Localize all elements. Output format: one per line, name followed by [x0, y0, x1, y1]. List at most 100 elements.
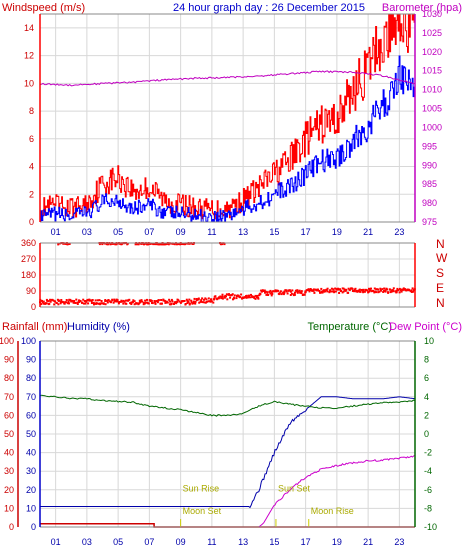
top-x-tick-label: 17	[301, 227, 311, 237]
wind-direction-point	[190, 301, 193, 304]
wind-direction-point	[329, 290, 332, 293]
wind-direction-point	[154, 302, 157, 305]
wind-direction-point	[248, 294, 250, 297]
wind-direction-point	[305, 289, 308, 292]
wind-direction-point	[278, 292, 281, 295]
wind-direction-point	[337, 288, 340, 291]
wind-direction-point	[116, 300, 118, 303]
wind-direction-point	[205, 300, 208, 303]
wind-direction-point	[221, 293, 224, 296]
wind-direction-point	[60, 299, 63, 301]
temp-tick-label: 2	[424, 410, 429, 420]
wind-direction-point	[284, 289, 287, 292]
wind-direction-point	[256, 294, 259, 297]
wind-direction-point	[267, 294, 270, 296]
wind-direction-point	[131, 301, 134, 303]
wind-direction-point	[261, 290, 263, 293]
wind-direction-point	[63, 302, 66, 305]
wind-direction-point	[331, 290, 333, 293]
wind-direction-point	[351, 287, 354, 290]
rain-tick-label: 20	[4, 485, 14, 495]
wind-direction-point	[120, 300, 123, 303]
wind-direction-point	[380, 289, 382, 292]
wind-direction-point	[360, 289, 363, 291]
wind-direction-point	[384, 289, 387, 292]
humidity-series	[40, 396, 416, 509]
wind-direction-point	[41, 299, 43, 302]
wind-direction-point	[379, 287, 382, 290]
bottom-x-tick-label: 07	[144, 537, 154, 547]
baro-tick-label: 995	[422, 141, 437, 151]
wind-tick-label: 4	[29, 162, 34, 172]
wind-direction-point	[101, 243, 104, 246]
wind-direction-point	[296, 290, 299, 293]
wind-direction-point	[339, 288, 341, 291]
bottom-x-tick-label: 11	[207, 537, 216, 547]
wind-direction-point	[112, 242, 115, 245]
wind-direction-point	[347, 291, 350, 294]
wind-direction-point	[283, 290, 286, 293]
wind-direction-point	[392, 290, 395, 293]
wind-direction-point	[279, 290, 282, 293]
compass-letter: N	[436, 237, 445, 251]
wind-direction-point	[107, 299, 110, 302]
baro-tick-label: 1020	[422, 47, 442, 57]
wind-direction-point	[338, 292, 341, 294]
top-x-tick-label: 05	[113, 227, 123, 237]
rain-tick-label: 70	[4, 392, 14, 402]
wind-direction-point	[195, 299, 198, 302]
wind-direction-point	[69, 299, 72, 302]
wind-direction-point	[150, 299, 153, 302]
wind-direction-point	[91, 299, 94, 301]
wind-direction-point	[85, 300, 88, 303]
wind-direction-point	[225, 293, 228, 296]
wind-direction-point	[242, 296, 245, 299]
wind-direction-point	[161, 302, 163, 305]
wind-tick-label: 14	[24, 23, 34, 33]
top-x-tick-label: 01	[51, 227, 61, 237]
wind-direction-point	[76, 301, 79, 304]
wind-direction-point	[59, 302, 62, 305]
wind-direction-point	[313, 291, 316, 294]
wind-direction-point	[377, 291, 380, 294]
compass-letter: S	[436, 266, 444, 280]
temp-tick-label: 0	[424, 429, 429, 439]
wind-direction-point	[219, 295, 222, 298]
wind-direction-point	[73, 301, 75, 304]
wind-direction-point	[164, 243, 167, 246]
wind-direction-point	[408, 289, 411, 292]
compass-letter: N	[436, 296, 445, 310]
wind-direction-point	[223, 243, 226, 246]
wind-direction-point	[144, 299, 147, 302]
wind-direction-point	[254, 294, 257, 297]
wind-direction-point	[249, 296, 252, 299]
wind-direction-point	[264, 290, 267, 293]
wind-direction-point	[400, 290, 403, 293]
rain-tick-label: 0	[9, 522, 14, 532]
wind-direction-point	[352, 290, 354, 292]
wind-direction-point	[42, 300, 45, 303]
wind-direction-point	[274, 290, 277, 293]
wind-direction-point	[132, 299, 135, 302]
compass-letter: E	[436, 281, 444, 295]
wind-direction-point	[192, 300, 195, 303]
wind-direction-point	[399, 289, 402, 292]
wind-direction-point	[255, 296, 258, 299]
baro-tick-label: 990	[422, 160, 437, 170]
wind-direction-point	[111, 299, 114, 302]
wind-direction-point	[164, 301, 167, 304]
wind-direction-point	[100, 300, 103, 302]
wind-direction-point	[289, 294, 292, 296]
wind-direction-point	[307, 288, 310, 291]
temperature-series	[39, 394, 416, 417]
wind-direction-point	[304, 290, 307, 293]
wind-direction-point	[204, 297, 207, 300]
wind-direction-point	[210, 298, 213, 301]
wind-direction-point	[375, 291, 378, 294]
wind-direction-point	[210, 300, 213, 303]
wind-direction-point	[280, 293, 283, 296]
bottom-x-tick-label: 05	[113, 537, 123, 547]
wind-direction-point	[324, 290, 327, 293]
top-x-tick-label: 03	[82, 227, 92, 237]
